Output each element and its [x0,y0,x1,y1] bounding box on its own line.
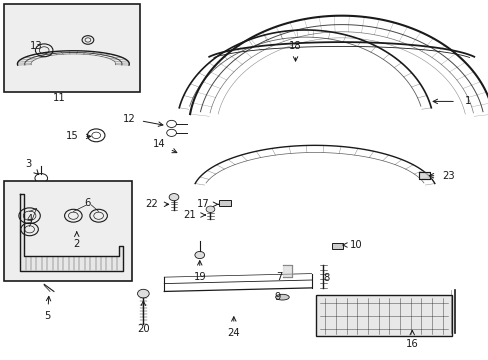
Text: 16: 16 [405,339,418,348]
Bar [331,243,342,249]
Text: 21: 21 [183,210,196,220]
Text: 22: 22 [144,199,157,209]
Text: 23: 23 [442,171,454,181]
Text: 17: 17 [196,199,209,209]
Text: 11: 11 [52,93,65,103]
Text: 15: 15 [65,131,78,141]
Text: 14: 14 [153,139,165,149]
Text: 7: 7 [276,272,282,282]
Text: 8: 8 [323,273,328,283]
Circle shape [205,206,214,212]
Circle shape [137,289,149,298]
Text: 13: 13 [30,41,42,51]
Circle shape [195,251,204,258]
Text: 6: 6 [84,198,91,208]
Text: 1: 1 [464,96,470,107]
Ellipse shape [275,294,288,300]
Bar [219,201,230,206]
Circle shape [169,194,179,201]
Polygon shape [283,265,291,277]
Text: 20: 20 [137,324,149,334]
Text: 12: 12 [122,113,135,123]
Bar [4,181,131,281]
Text: 5: 5 [44,311,51,321]
Bar [4,4,140,93]
Text: 9: 9 [274,292,280,302]
Bar [316,296,451,337]
Polygon shape [418,172,429,179]
Text: 2: 2 [73,239,80,249]
Text: 10: 10 [349,240,362,250]
Text: 18: 18 [288,41,301,51]
Polygon shape [20,194,122,271]
Text: 24: 24 [227,328,240,338]
Text: 3: 3 [25,159,31,169]
Text: 4: 4 [26,214,33,224]
Text: 19: 19 [193,272,206,282]
